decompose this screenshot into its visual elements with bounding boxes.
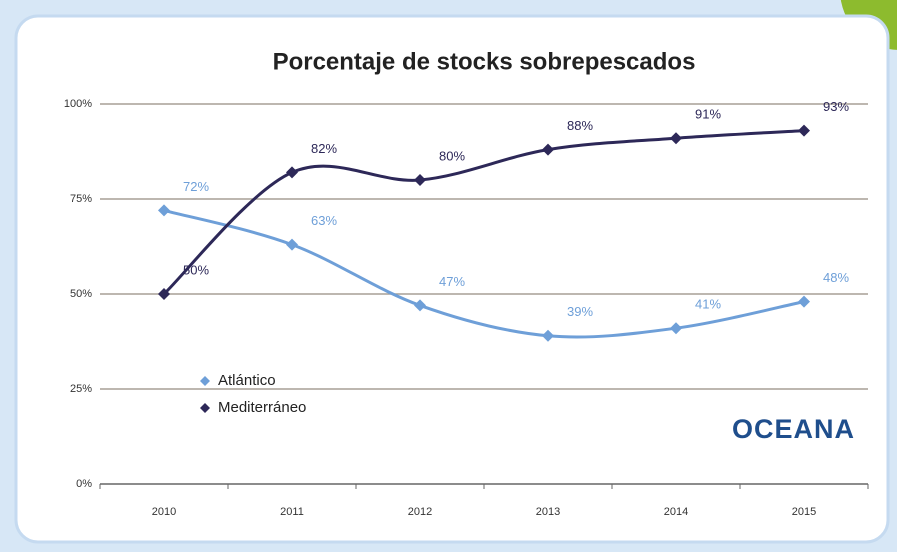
legend-marker	[200, 403, 210, 413]
point	[542, 329, 554, 342]
legend-label: Mediterráneo	[218, 399, 306, 416]
value-label: 41%	[695, 297, 721, 312]
value-label: 91%	[695, 107, 721, 122]
value-label: 50%	[183, 262, 209, 277]
point	[286, 238, 298, 251]
panel	[14, 14, 890, 544]
y-tick-label: 75%	[70, 193, 92, 205]
logo: OCEANA	[732, 414, 855, 444]
y-tick-label: 25%	[70, 383, 92, 395]
x-tick-label: 2013	[536, 506, 560, 518]
point	[798, 295, 810, 308]
point	[158, 204, 170, 217]
value-label: 80%	[439, 148, 465, 163]
value-label: 93%	[823, 99, 849, 114]
x-tick-label: 2010	[152, 506, 176, 518]
y-tick-label: 0%	[76, 478, 92, 490]
value-label: 63%	[311, 213, 337, 228]
point	[542, 143, 554, 156]
point	[670, 132, 682, 145]
series-line	[162, 129, 805, 296]
value-label: 47%	[439, 274, 465, 289]
point	[286, 166, 298, 179]
point	[414, 299, 426, 312]
point	[414, 174, 426, 186]
x-tick-label: 2014	[664, 506, 688, 518]
value-label: 39%	[567, 304, 593, 319]
y-tick-label: 100%	[64, 98, 92, 110]
value-label: 48%	[823, 270, 849, 285]
value-label: 72%	[183, 179, 209, 194]
legend-label: Atlántico	[218, 372, 276, 389]
point	[798, 124, 810, 137]
value-label: 82%	[311, 141, 337, 156]
value-label: 88%	[567, 118, 593, 133]
x-tick-label: 2012	[408, 506, 432, 518]
x-tick-label: 2011	[280, 506, 304, 518]
legend-marker	[200, 376, 210, 386]
point	[670, 322, 682, 335]
chart-title: Porcentaje de stocks sobrepescados	[273, 48, 696, 75]
y-tick-label: 50%	[70, 288, 92, 300]
x-tick-label: 2015	[792, 506, 816, 518]
point	[158, 288, 170, 300]
series-line	[163, 208, 805, 339]
